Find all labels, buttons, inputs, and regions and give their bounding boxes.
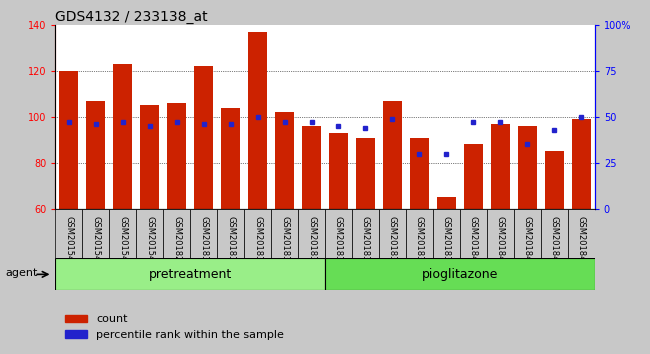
Text: GSM201545: GSM201545 bbox=[145, 216, 154, 267]
Bar bbox=[163, 209, 190, 258]
Bar bbox=[86, 101, 105, 209]
Bar bbox=[325, 258, 595, 290]
Bar bbox=[325, 209, 352, 258]
Bar bbox=[514, 209, 541, 258]
Bar bbox=[136, 209, 163, 258]
Text: pretreatment: pretreatment bbox=[148, 268, 232, 281]
Bar bbox=[433, 209, 460, 258]
Bar bbox=[518, 126, 537, 209]
Bar bbox=[568, 209, 595, 258]
Bar bbox=[59, 71, 78, 209]
Bar bbox=[545, 152, 564, 209]
Text: GSM201542: GSM201542 bbox=[64, 216, 73, 267]
Bar bbox=[248, 32, 267, 209]
Text: GSM201840: GSM201840 bbox=[469, 216, 478, 267]
Bar bbox=[194, 66, 213, 209]
Bar bbox=[329, 133, 348, 209]
Text: GSM201839: GSM201839 bbox=[442, 216, 451, 267]
Text: pioglitazone: pioglitazone bbox=[422, 268, 498, 281]
Bar bbox=[217, 209, 244, 258]
Bar bbox=[167, 103, 186, 209]
Text: GSM201544: GSM201544 bbox=[118, 216, 127, 267]
Text: GSM201842: GSM201842 bbox=[523, 216, 532, 267]
Text: GSM201543: GSM201543 bbox=[91, 216, 100, 267]
Bar bbox=[55, 258, 325, 290]
Text: GSM201833: GSM201833 bbox=[280, 216, 289, 267]
Bar bbox=[302, 126, 321, 209]
Text: GSM201829: GSM201829 bbox=[172, 216, 181, 267]
Text: GSM201838: GSM201838 bbox=[415, 216, 424, 267]
Bar bbox=[298, 209, 325, 258]
Bar bbox=[437, 198, 456, 209]
Text: GDS4132 / 233138_at: GDS4132 / 233138_at bbox=[55, 10, 208, 24]
Text: GSM201832: GSM201832 bbox=[253, 216, 262, 267]
Bar bbox=[541, 209, 568, 258]
Bar bbox=[271, 209, 298, 258]
Legend: count, percentile rank within the sample: count, percentile rank within the sample bbox=[61, 310, 289, 344]
Text: GSM201835: GSM201835 bbox=[334, 216, 343, 267]
Bar bbox=[487, 209, 514, 258]
Bar bbox=[275, 112, 294, 209]
Bar bbox=[221, 108, 240, 209]
Text: GSM201834: GSM201834 bbox=[307, 216, 316, 267]
Bar bbox=[410, 138, 429, 209]
Bar bbox=[190, 209, 217, 258]
Bar bbox=[379, 209, 406, 258]
Bar bbox=[82, 209, 109, 258]
Text: GSM201841: GSM201841 bbox=[496, 216, 505, 267]
Bar bbox=[572, 119, 591, 209]
Bar bbox=[460, 209, 487, 258]
Bar bbox=[352, 209, 379, 258]
Text: GSM201831: GSM201831 bbox=[226, 216, 235, 267]
Bar bbox=[464, 144, 483, 209]
Bar bbox=[383, 101, 402, 209]
Text: GSM201843: GSM201843 bbox=[550, 216, 559, 267]
Bar bbox=[491, 124, 510, 209]
Bar bbox=[113, 64, 132, 209]
Text: GSM201836: GSM201836 bbox=[361, 216, 370, 267]
Bar bbox=[55, 209, 83, 258]
Text: GSM201844: GSM201844 bbox=[577, 216, 586, 267]
Text: agent: agent bbox=[6, 268, 38, 278]
Bar bbox=[109, 209, 136, 258]
Bar bbox=[356, 138, 375, 209]
Bar bbox=[244, 209, 271, 258]
Text: GSM201830: GSM201830 bbox=[199, 216, 208, 267]
Bar bbox=[406, 209, 433, 258]
Text: GSM201837: GSM201837 bbox=[388, 216, 397, 267]
Bar bbox=[140, 105, 159, 209]
